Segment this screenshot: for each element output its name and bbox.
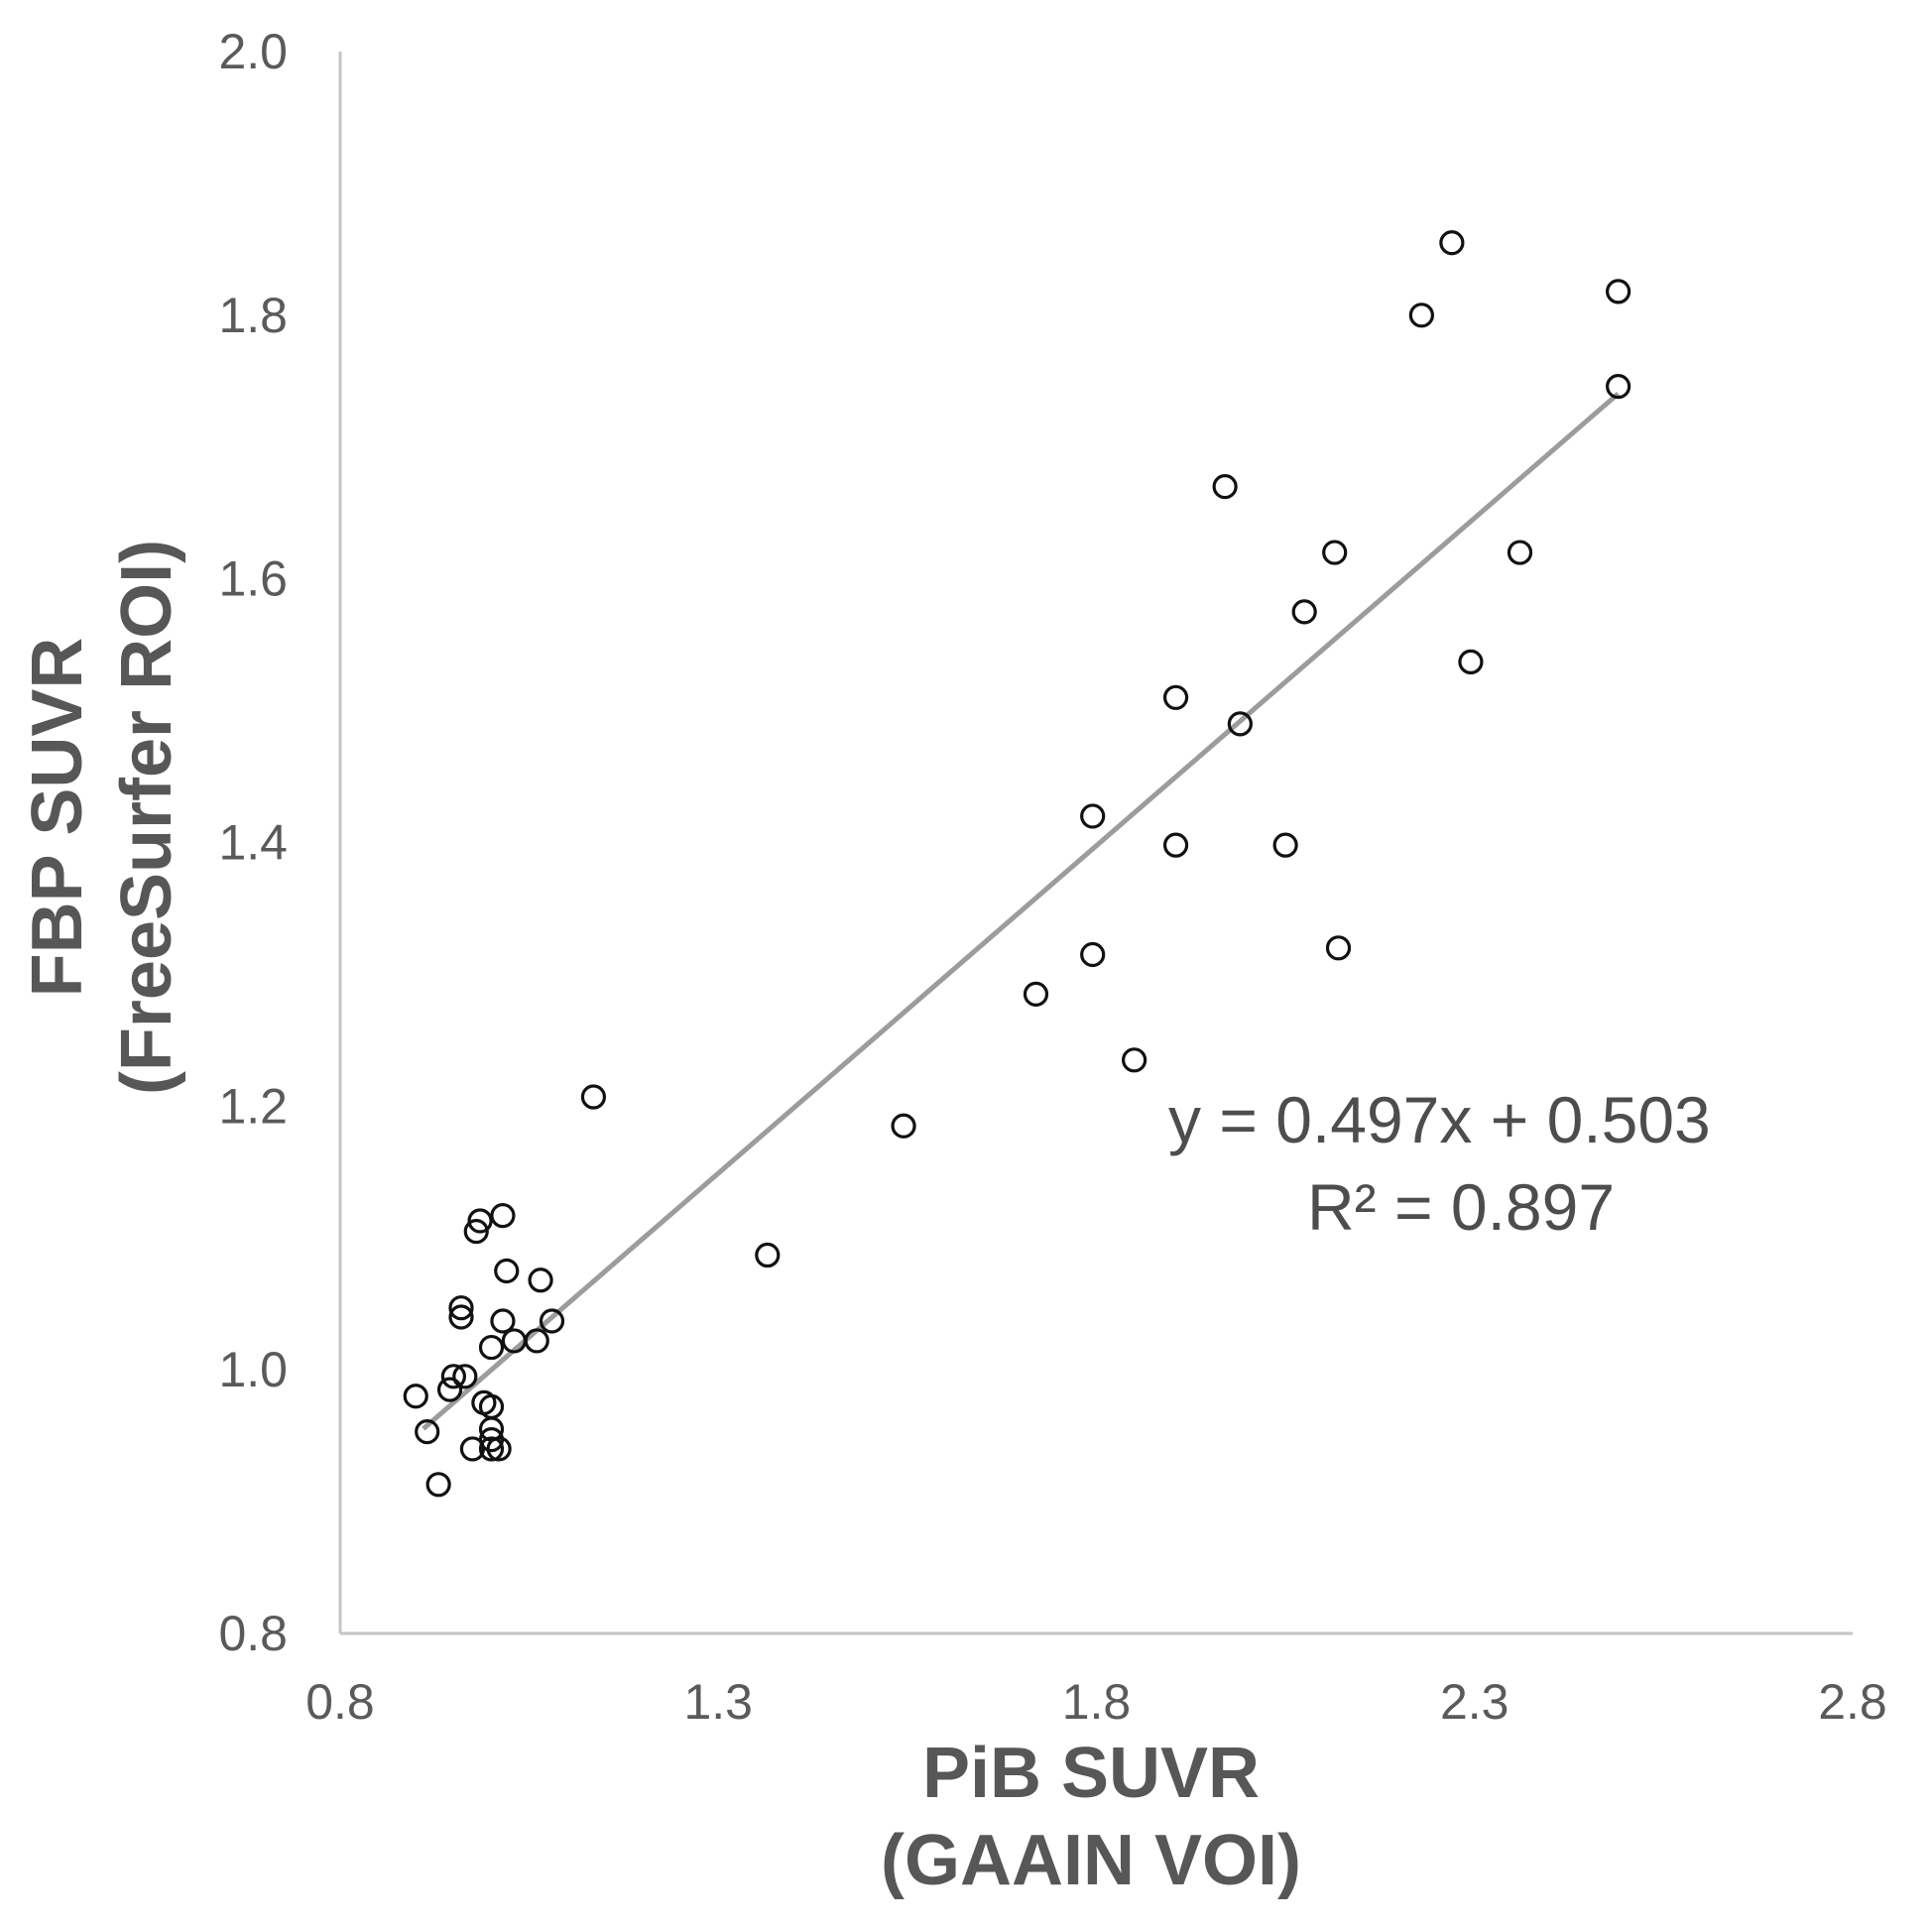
data-point <box>478 1393 505 1419</box>
x-tick-label: 1.3 <box>683 1674 753 1730</box>
data-point <box>1606 374 1631 400</box>
data-point <box>1080 803 1106 829</box>
y-tick-label: 1.4 <box>218 815 288 871</box>
r-squared-label: R² = 0.897 <box>1307 1170 1615 1244</box>
y-tick-label: 1.2 <box>218 1078 288 1134</box>
data-point <box>1080 941 1106 968</box>
x-axis-title-line-2: (GAAIN VOI) <box>881 1821 1301 1900</box>
data-point <box>1212 474 1238 500</box>
y-axis-title-line-2: (FreeSurfer ROI) <box>107 540 186 1095</box>
x-tick-label: 2.8 <box>1818 1674 1887 1730</box>
data-point <box>440 1364 466 1389</box>
data-point <box>1408 302 1434 328</box>
data-point <box>452 1364 478 1389</box>
trendline-equation: y = 0.497x + 0.503 <box>1168 1083 1711 1156</box>
y-tick-labels: 0.8 1.0 1.2 1.4 1.6 1.8 2.0 <box>218 24 288 1661</box>
data-point <box>1507 540 1533 565</box>
x-tick-label: 2.3 <box>1440 1674 1509 1730</box>
data-point <box>1291 599 1317 625</box>
x-tick-labels: 0.8 1.3 1.8 2.3 2.8 <box>305 1674 1887 1730</box>
data-point <box>1458 649 1484 675</box>
data-point <box>486 1436 512 1462</box>
y-axis-title-line-1: FBP SUVR <box>18 638 97 998</box>
data-point <box>1322 540 1348 565</box>
data-point <box>463 1219 489 1245</box>
data-point <box>1162 684 1189 710</box>
trendline <box>422 391 1621 1431</box>
data-point <box>415 1419 440 1445</box>
y-tick-label: 2.0 <box>218 24 288 79</box>
x-tick-label: 0.8 <box>305 1674 375 1730</box>
data-point <box>755 1242 781 1268</box>
data-point <box>1606 279 1631 304</box>
data-point <box>436 1377 463 1402</box>
data-point <box>448 1295 474 1321</box>
data-point <box>1439 230 1465 256</box>
data-points <box>403 230 1631 1498</box>
data-point <box>891 1113 916 1139</box>
data-point <box>490 1203 516 1229</box>
data-point <box>478 1436 505 1462</box>
x-axis-title-line-1: PiB SUVR <box>922 1734 1260 1813</box>
y-tick-label: 1.8 <box>218 288 288 343</box>
data-point <box>425 1472 451 1498</box>
x-tick-label: 1.8 <box>1062 1674 1132 1730</box>
data-point <box>1162 832 1189 858</box>
data-point <box>1023 981 1049 1007</box>
y-tick-label: 1.0 <box>218 1342 288 1397</box>
data-point <box>478 1334 505 1361</box>
data-point <box>490 1308 516 1334</box>
data-point <box>1325 935 1352 961</box>
y-tick-label: 1.6 <box>218 551 288 607</box>
data-point <box>1122 1047 1147 1073</box>
data-point <box>467 1208 493 1234</box>
data-point <box>524 1328 549 1354</box>
data-point <box>528 1267 553 1293</box>
y-tick-label: 0.8 <box>218 1606 288 1661</box>
data-point <box>1227 711 1253 737</box>
data-point <box>494 1258 520 1284</box>
data-point <box>580 1084 607 1110</box>
data-point <box>403 1384 428 1409</box>
data-point <box>539 1308 565 1334</box>
data-point <box>448 1304 474 1330</box>
data-point <box>1272 832 1298 858</box>
